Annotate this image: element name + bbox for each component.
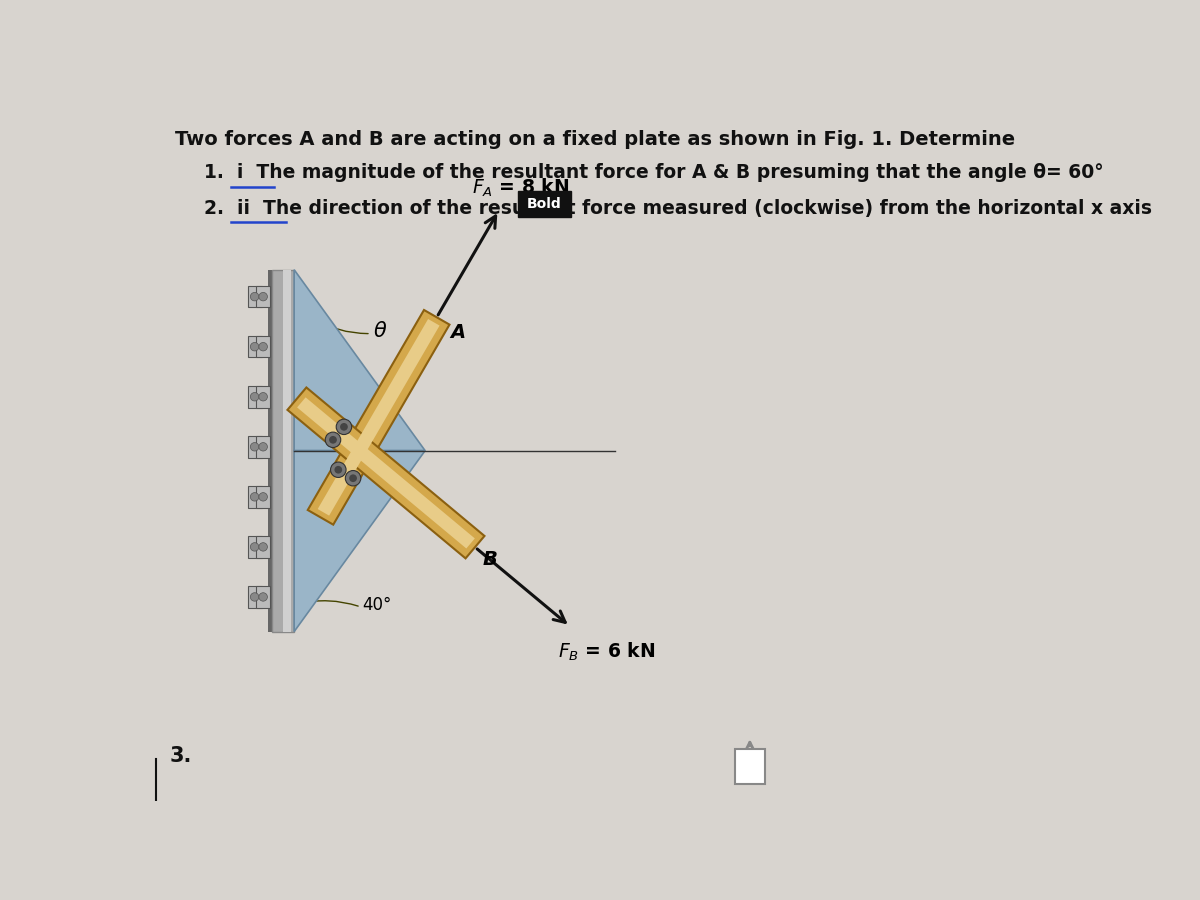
Bar xyxy=(272,270,294,632)
Bar xyxy=(256,386,270,408)
Circle shape xyxy=(251,343,259,351)
Bar xyxy=(736,750,764,784)
Polygon shape xyxy=(298,397,475,548)
Circle shape xyxy=(259,292,268,301)
Text: 3.: 3. xyxy=(169,746,192,767)
FancyBboxPatch shape xyxy=(518,191,571,217)
Circle shape xyxy=(251,292,259,301)
Circle shape xyxy=(325,432,341,447)
Polygon shape xyxy=(288,388,485,558)
Text: Two forces A and B are acting on a fixed plate as shown in Fig. 1. Determine: Two forces A and B are acting on a fixed… xyxy=(175,130,1015,148)
Polygon shape xyxy=(307,310,450,525)
Circle shape xyxy=(259,593,268,601)
Circle shape xyxy=(329,436,337,444)
Bar xyxy=(256,336,270,357)
Circle shape xyxy=(335,466,342,473)
Text: $F_A$ = 8 kN: $F_A$ = 8 kN xyxy=(472,176,569,199)
Polygon shape xyxy=(318,319,439,516)
Bar xyxy=(256,536,270,558)
Bar xyxy=(247,536,262,558)
Circle shape xyxy=(251,443,259,451)
Text: 2.  ii  The direction of the resultant force measured (clockwise) from the horiz: 2. ii The direction of the resultant for… xyxy=(204,199,1152,218)
Text: θ: θ xyxy=(373,321,386,341)
Circle shape xyxy=(346,471,361,486)
Bar xyxy=(247,386,262,408)
Text: 1.  i  The magnitude of the resultant force for A & B presuming that the angle θ: 1. i The magnitude of the resultant forc… xyxy=(204,164,1104,183)
Text: 40°: 40° xyxy=(362,597,391,615)
Bar xyxy=(256,486,270,508)
Circle shape xyxy=(251,392,259,401)
Circle shape xyxy=(340,423,348,431)
Bar xyxy=(256,436,270,457)
Polygon shape xyxy=(294,270,425,451)
Circle shape xyxy=(251,593,259,601)
Circle shape xyxy=(336,419,352,435)
Bar xyxy=(256,286,270,308)
Bar xyxy=(247,286,262,308)
Bar xyxy=(283,270,292,632)
Circle shape xyxy=(259,492,268,501)
Bar xyxy=(247,486,262,508)
Circle shape xyxy=(330,462,346,478)
Bar xyxy=(268,270,282,632)
Circle shape xyxy=(349,474,356,482)
Circle shape xyxy=(259,543,268,551)
Polygon shape xyxy=(294,451,425,632)
Circle shape xyxy=(259,392,268,401)
Circle shape xyxy=(251,543,259,551)
Text: Bold: Bold xyxy=(527,197,562,211)
Text: B: B xyxy=(482,550,498,569)
Bar xyxy=(247,336,262,357)
Bar xyxy=(247,586,262,608)
Circle shape xyxy=(259,443,268,451)
Text: A: A xyxy=(451,323,466,342)
Bar xyxy=(256,586,270,608)
Bar xyxy=(247,436,262,457)
Text: $F_B$ = 6 kN: $F_B$ = 6 kN xyxy=(558,640,655,662)
Circle shape xyxy=(251,492,259,501)
Circle shape xyxy=(259,343,268,351)
